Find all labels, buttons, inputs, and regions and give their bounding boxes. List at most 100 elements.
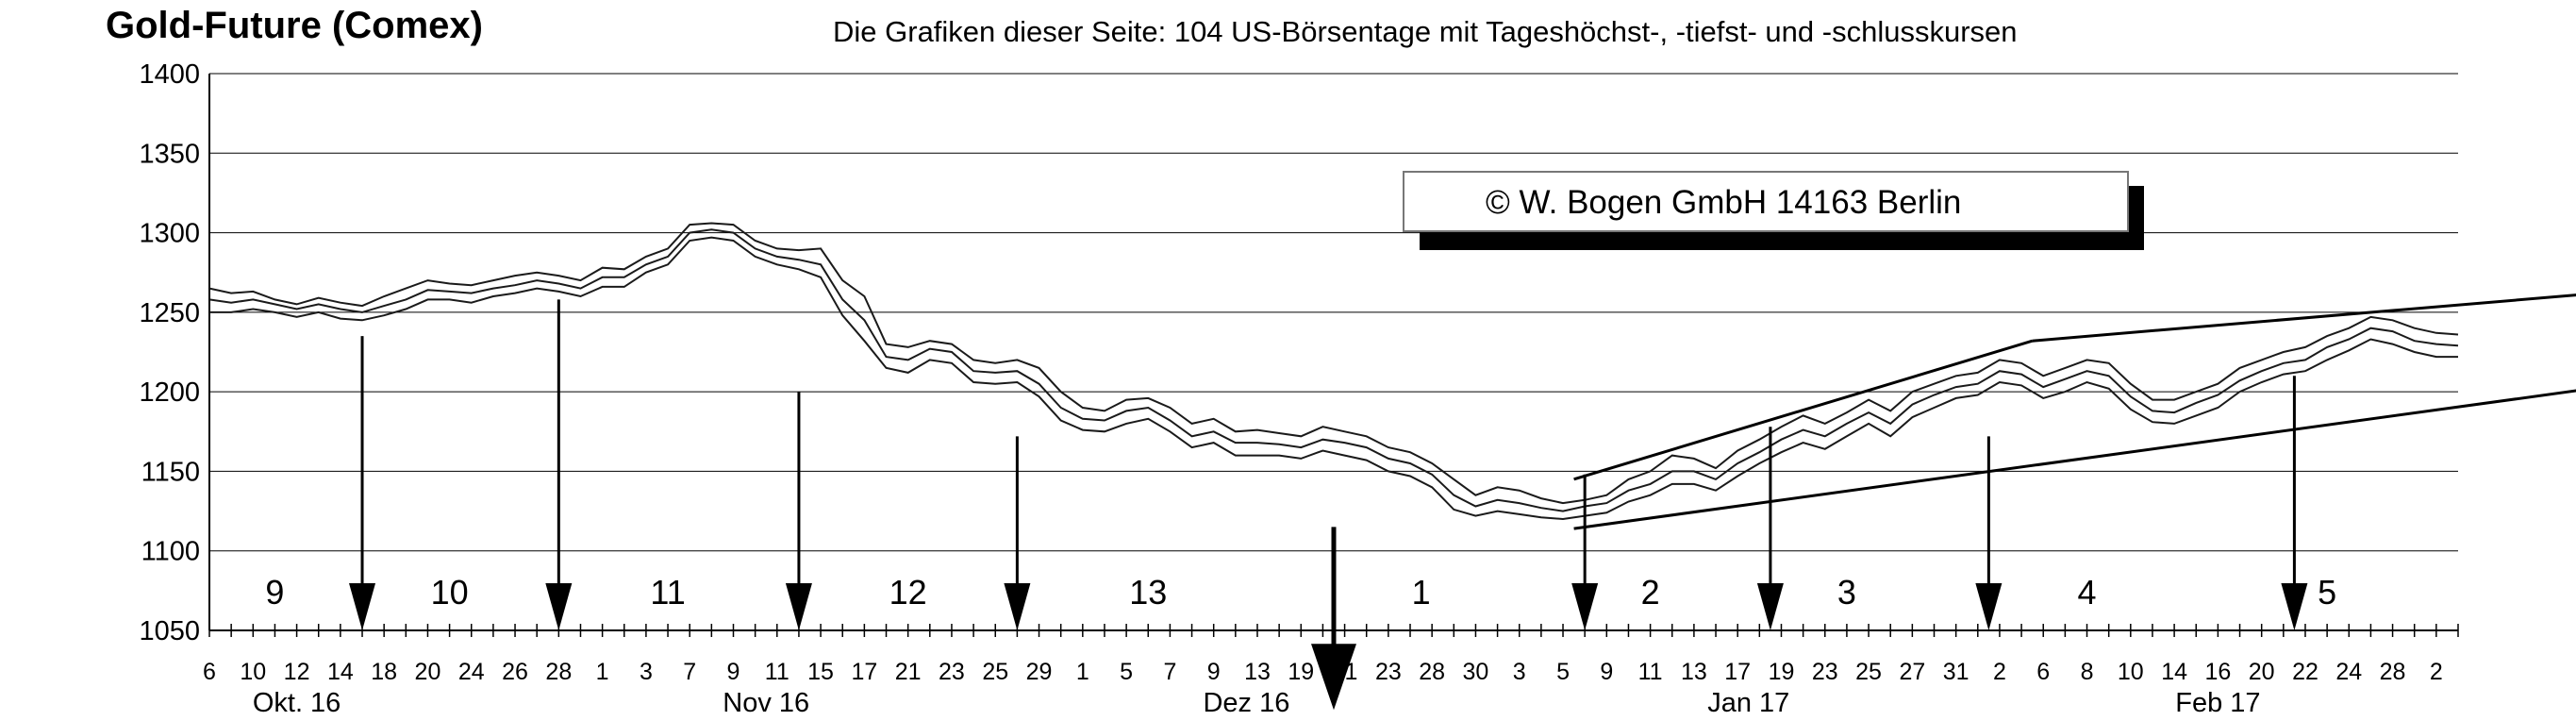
arrow-head [1004,583,1031,630]
x-tick-label: 20 [2249,659,2275,685]
y-tick-label: 1300 [139,219,200,249]
month-label: Nov 16 [723,688,809,718]
x-tick-label: 18 [371,659,397,685]
price-series-line [208,228,2459,512]
x-tick-label: 17 [851,659,877,685]
x-tick-label: 25 [1855,659,1882,685]
arrow-head [1571,583,1599,630]
arrow-head [2281,583,2308,630]
cycle-number: 4 [2078,573,2097,612]
x-tick-label: 23 [939,659,965,685]
x-tick-label: 30 [1463,659,1489,685]
x-tick-label: 9 [727,659,740,685]
y-axis: 1050 1100 1150 1200 1250 1300 1350 1400 [139,59,210,646]
x-tick-label: 28 [2380,659,2406,685]
x-tick-label: 23 [1812,659,1838,685]
cycle-number: 1 [1412,573,1431,612]
x-tick-label: 22 [2292,659,2318,685]
chart-subtitle: Die Grafiken dieser Seite: 104 US-Börsen… [833,15,2018,48]
cycle-number: 12 [889,573,927,612]
y-tick-label: 1150 [141,457,200,487]
x-tick-label: 23 [1375,659,1402,685]
series-lines [208,222,2459,521]
x-tick-label: 2 [2430,659,2443,685]
cycle-number: 10 [431,573,469,612]
y-tick-label: 1050 [139,616,200,646]
x-tick-label: 25 [982,659,1008,685]
y-tick-label: 1350 [139,139,200,169]
trend-lines [1573,293,2576,530]
y-tick-label: 1250 [139,298,200,328]
arrow-head [1311,644,1356,711]
y-tick-label: 1200 [139,377,200,408]
cycle-number: 3 [1837,573,1856,612]
x-tick-label: 8 [2081,659,2094,685]
x-tick-label: 11 [1638,659,1663,685]
x-tick-label: 24 [458,659,485,685]
cycle-number: 11 [650,573,685,612]
trend-line [1573,339,2034,481]
cycle-number: 13 [1129,573,1167,612]
x-tick-label: 10 [240,659,266,685]
x-tick-label: 21 [895,659,922,685]
x-tick-label: 17 [1724,659,1751,685]
x-tick-label: 14 [2161,659,2187,685]
x-tick-label: 31 [1943,659,1969,685]
copyright-text: © W. Bogen GmbH 14163 Berlin [1486,184,1961,221]
x-tick-label: 1 [1076,659,1089,685]
x-tick-label: 3 [1513,659,1526,685]
x-tick-label: 28 [545,659,572,685]
x-tick-label: 7 [683,659,696,685]
x-tick-label: 6 [203,659,216,685]
month-label: Feb 17 [2175,688,2260,718]
x-tick-label: 16 [2204,659,2231,685]
trend-line [2032,293,2576,343]
chart-title: Gold-Future (Comex) [106,5,483,46]
x-tick-label: 2 [1993,659,2006,685]
month-label: Dez 16 [1203,688,1289,718]
x-tick-label: 9 [1207,659,1221,685]
x-tick-label: 29 [1026,659,1053,685]
x-tick-label: 5 [1120,659,1133,685]
x-tick-label: 6 [2036,659,2050,685]
trend-line [1573,389,2576,530]
x-tick-label: 20 [415,659,441,685]
y-tick-label: 1400 [139,59,200,90]
month-label: Okt. 16 [253,688,341,718]
x-tick-label: 28 [1419,659,1445,685]
month-label: Jan 17 [1707,688,1789,718]
arrow-head [349,583,376,630]
arrow-head [1756,583,1784,630]
x-tick-label: 27 [1899,659,1925,685]
x-tick-label: 10 [2118,659,2144,685]
x-tick-label: 5 [1556,659,1570,685]
copyright-box-frame [1403,171,2129,232]
x-axis: 6 10 12 14 18 20 24 26 28 1 3 7 9 11 15 17 21 23 25 29 1 5 7 9 1… [203,624,2459,718]
price-series-line [208,222,2459,505]
cycle-number: 2 [1641,573,1660,612]
x-tick-label: 11 [765,659,789,685]
arrow-head [1975,583,2003,630]
arrow-head [785,583,812,630]
x-tick-label: 7 [1163,659,1176,685]
cycle-number: 5 [2318,573,2336,612]
x-tick-label: 13 [1681,659,1707,685]
x-tick-label: 24 [2335,659,2362,685]
x-tick-label: 1 [596,659,609,685]
x-tick-label: 19 [1288,659,1314,685]
arrow-head [545,583,573,630]
x-tick-label: 3 [640,659,653,685]
x-tick-label: 19 [1769,659,1795,685]
x-tick-label: 14 [327,659,354,685]
price-series-line [209,236,2458,521]
cycle-labels: 9 10 11 12 13 1 2 3 4 5 [265,573,2336,612]
copyright-box: © W. Bogen GmbH 14163 Berlin [1403,171,2144,250]
x-tick-label: 26 [502,659,528,685]
y-tick-label: 1100 [141,537,200,567]
cycle-arrows [349,299,2308,711]
cycle-number: 9 [265,573,284,612]
x-tick-label: 9 [1600,659,1613,685]
x-tick-label: 13 [1244,659,1271,685]
x-tick-label: 15 [807,659,834,685]
